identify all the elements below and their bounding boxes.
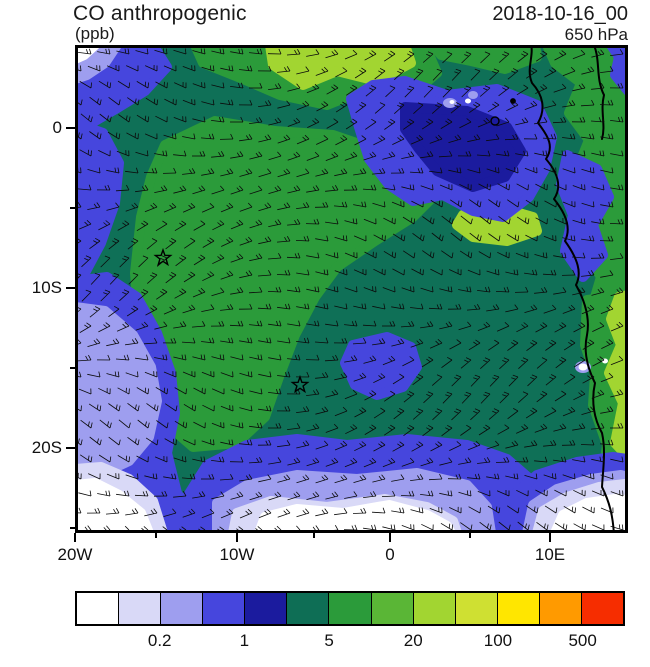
- colorbar-cell: [203, 593, 246, 624]
- datetime-label: 2018-10-16_00: [492, 3, 628, 25]
- colorbar-tick-label: 5: [324, 631, 334, 650]
- colorbar-cell: [371, 593, 414, 624]
- x-minor-tick: [313, 533, 315, 538]
- y-major-tick: [66, 287, 75, 289]
- periwinkle-spot: [468, 91, 478, 99]
- blue-coast-gap: [556, 150, 614, 282]
- y-axis-label: 20S: [31, 438, 62, 457]
- colorbar-cell: [161, 593, 204, 624]
- x-minor-tick: [469, 533, 471, 538]
- colorbar-tick-label: 1: [239, 631, 250, 650]
- colorbar-cell: [329, 593, 372, 624]
- yellowgreen-coast-strip: [604, 290, 628, 462]
- x-minor-tick: [155, 533, 157, 538]
- x-major-tick: [389, 533, 391, 542]
- plot-title: CO anthropogenic: [73, 2, 247, 25]
- pressure-level-label: 650 hPa: [564, 25, 628, 44]
- y-axis-label: 0: [52, 118, 62, 137]
- colorbar-tick-label: 20: [403, 631, 423, 650]
- green-top-east: [428, 45, 542, 74]
- colorbar-cell: [539, 593, 582, 624]
- island-outline: [490, 116, 500, 126]
- x-major-tick: [236, 533, 238, 542]
- white-top-left: [75, 45, 100, 64]
- wind-barbs-layer: [75, 48, 624, 533]
- y-minor-tick: [70, 367, 75, 369]
- map-plot-area: [75, 45, 628, 533]
- y-minor-tick: [70, 527, 75, 529]
- colorbar: [75, 591, 625, 626]
- colorbar-tick-label: 500: [568, 631, 597, 650]
- white-spot: [578, 363, 588, 371]
- colorbar-cell: [119, 593, 162, 624]
- white-spot: [449, 100, 455, 104]
- x-major-tick: [74, 533, 76, 542]
- x-axis-label: 10E: [534, 545, 566, 564]
- blue-central-eddy: [340, 332, 422, 400]
- map-border: [75, 45, 628, 533]
- star-marker: [290, 374, 310, 394]
- x-major-tick: [549, 533, 551, 542]
- white-southwest: [75, 478, 154, 533]
- units-label: (ppb): [75, 24, 115, 43]
- y-axis-label: 10S: [31, 278, 62, 297]
- colorbar-cell: [455, 593, 498, 624]
- colorbar-tick-label: 0.2: [147, 631, 172, 650]
- x-axis-label: 20W: [57, 545, 93, 564]
- colorbar-tick-label: 100: [483, 631, 513, 650]
- x-axis-label: 0: [385, 545, 395, 564]
- colorbar-cell: [287, 593, 330, 624]
- y-major-tick: [66, 447, 75, 449]
- contour-field: [75, 45, 628, 533]
- colorbar-cell: [581, 593, 624, 624]
- colorbar-cell: [497, 593, 540, 624]
- star-marker: [153, 247, 173, 267]
- y-minor-tick: [70, 207, 75, 209]
- y-major-tick: [66, 127, 75, 129]
- x-axis-label: 10W: [219, 545, 255, 564]
- colorbar-cell: [245, 593, 288, 624]
- white-spot: [465, 98, 471, 104]
- colorbar-cell: [413, 593, 456, 624]
- colorbar-cell: [77, 593, 120, 624]
